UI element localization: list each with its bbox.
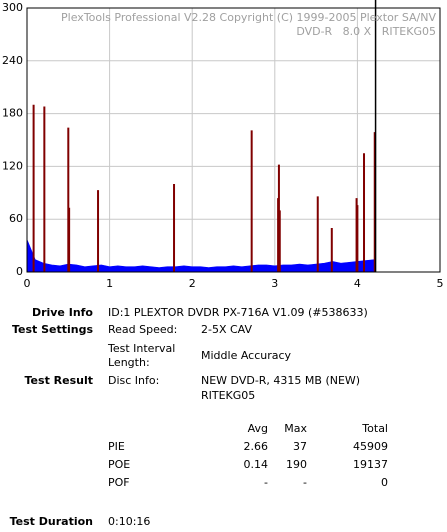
label: Read Speed: [108, 323, 177, 336]
y-tick-label: 300 [2, 1, 23, 14]
x-tick-label: 1 [106, 277, 113, 290]
x-tick-label: 4 [354, 277, 361, 290]
stats-cell: 45909 [353, 440, 388, 453]
stats-cell: - [303, 476, 307, 489]
x-tick-label: 5 [437, 277, 444, 290]
value: 2-5X CAV [201, 323, 253, 336]
chart-subheader: DVD-R 8.0 X RITEKG05 [296, 25, 436, 38]
stats-cell: 190 [286, 458, 307, 471]
x-tick-label: 3 [271, 277, 278, 290]
stats-header: Avg [248, 422, 268, 435]
stats-cell: 0 [381, 476, 388, 489]
value: ID:1 PLEXTOR DVDR PX-716A V1.09 (#538633… [108, 306, 368, 319]
plot-frame [26, 7, 441, 273]
pie-area [26, 239, 375, 273]
stats-cell: - [264, 476, 268, 489]
y-tick-label: 180 [2, 107, 23, 120]
label: Disc Info: [108, 374, 159, 387]
stats-cell: 0.14 [244, 458, 269, 471]
y-tick-label: 240 [2, 54, 23, 67]
y-tick-label: 0 [16, 265, 23, 278]
x-tick-label: 2 [189, 277, 196, 290]
stats-header: Max [284, 422, 307, 435]
stats-cell: 19137 [353, 458, 388, 471]
value: 0:10:16 [108, 515, 150, 528]
label: Length: [108, 356, 150, 369]
stats-row-label: POF [108, 476, 130, 489]
stats-header: Total [361, 422, 388, 435]
stats-row-label: POE [108, 458, 130, 471]
value: RITEKG05 [201, 389, 255, 402]
chart-header: PlexTools Professional V2.28 Copyright (… [61, 11, 436, 24]
value: NEW DVD-R, 4315 MB (NEW) [201, 374, 360, 387]
stats-row-label: PIE [108, 440, 125, 453]
y-tick-label: 120 [2, 159, 23, 172]
x-tick-label: 0 [24, 277, 31, 290]
label: Test Interval [107, 342, 175, 355]
y-tick-label: 60 [9, 212, 23, 225]
label: Test Result [25, 374, 93, 387]
stats-cell: 37 [293, 440, 307, 453]
stats-cell: 2.66 [244, 440, 269, 453]
label: Test Settings [12, 323, 94, 336]
value: Middle Accuracy [201, 349, 292, 362]
label: Test Duration [10, 515, 93, 528]
label: Drive Info [32, 306, 93, 319]
